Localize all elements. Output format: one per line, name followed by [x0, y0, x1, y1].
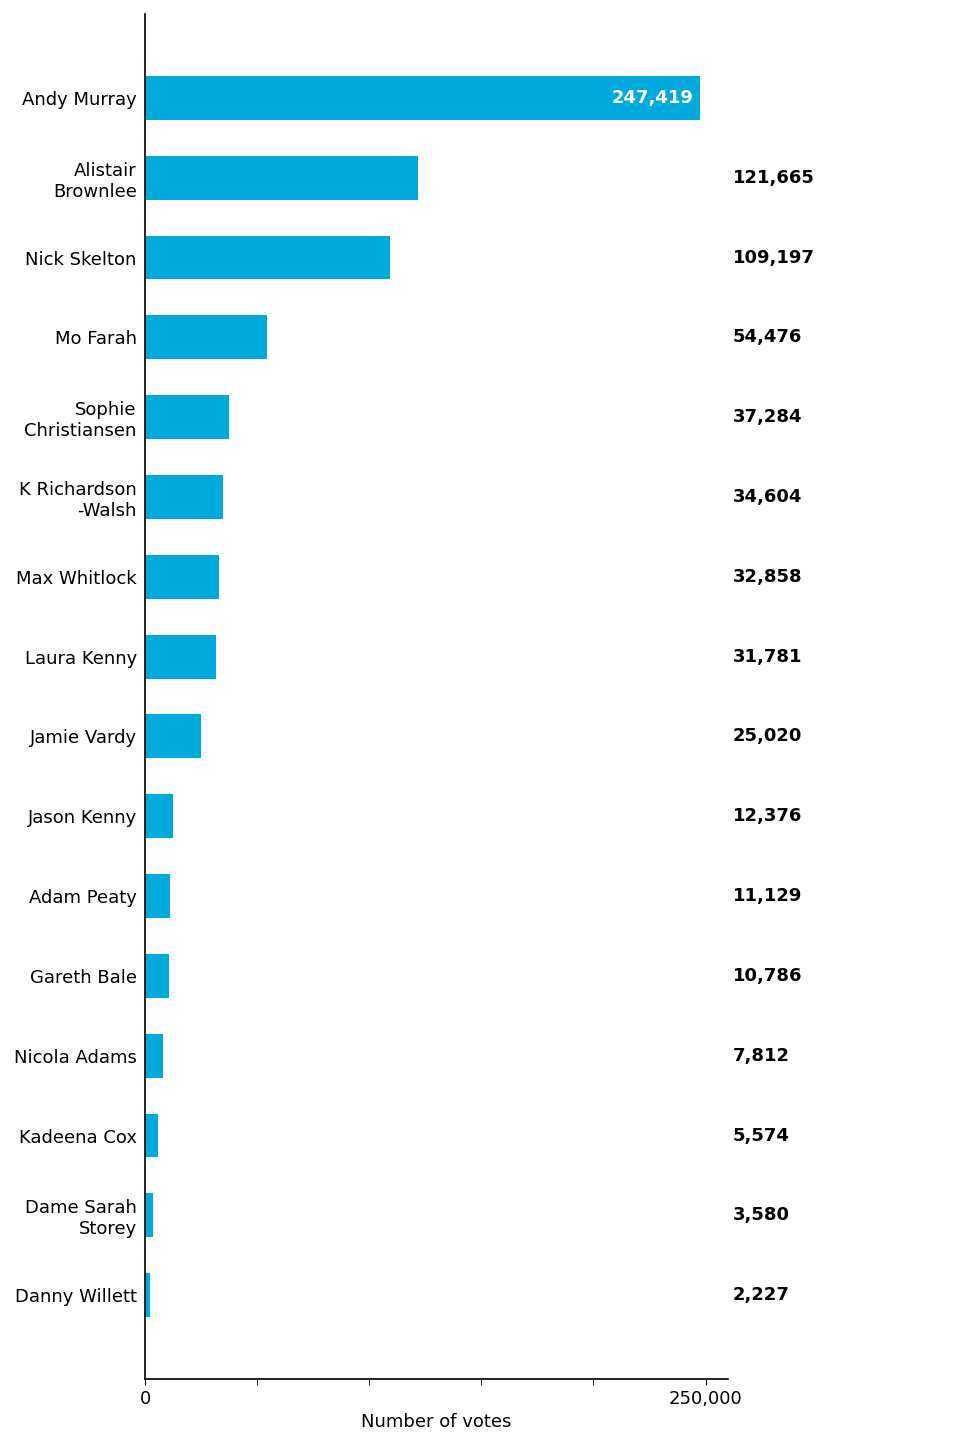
Bar: [145, 315, 267, 360]
Text: 31,781: 31,781: [733, 647, 802, 666]
Bar: [145, 475, 223, 519]
Bar: [145, 874, 170, 918]
Bar: [145, 1114, 157, 1157]
Bar: [145, 1273, 150, 1316]
Text: 247,419: 247,419: [611, 90, 693, 107]
Bar: [145, 236, 390, 279]
Text: 34,604: 34,604: [733, 488, 802, 506]
Bar: [145, 555, 219, 598]
Text: 25,020: 25,020: [733, 727, 802, 746]
Text: 32,858: 32,858: [733, 568, 802, 585]
Text: 10,786: 10,786: [733, 967, 802, 985]
Text: 54,476: 54,476: [733, 328, 802, 347]
Bar: [145, 714, 201, 759]
Text: 12,376: 12,376: [733, 808, 802, 825]
Bar: [145, 795, 173, 838]
Text: 5,574: 5,574: [733, 1127, 790, 1144]
Text: 7,812: 7,812: [733, 1046, 790, 1065]
X-axis label: Number of votes: Number of votes: [361, 1413, 511, 1431]
Bar: [145, 396, 228, 439]
Text: 37,284: 37,284: [733, 407, 802, 426]
Bar: [145, 954, 169, 998]
Text: 121,665: 121,665: [733, 169, 814, 186]
Bar: [145, 156, 418, 199]
Bar: [145, 1194, 153, 1237]
Text: 3,580: 3,580: [733, 1207, 790, 1224]
Bar: [145, 1033, 163, 1078]
Bar: [145, 634, 217, 679]
Text: 11,129: 11,129: [733, 887, 802, 905]
Bar: [145, 77, 700, 120]
Text: 2,227: 2,227: [733, 1286, 790, 1305]
Text: 109,197: 109,197: [733, 249, 814, 266]
